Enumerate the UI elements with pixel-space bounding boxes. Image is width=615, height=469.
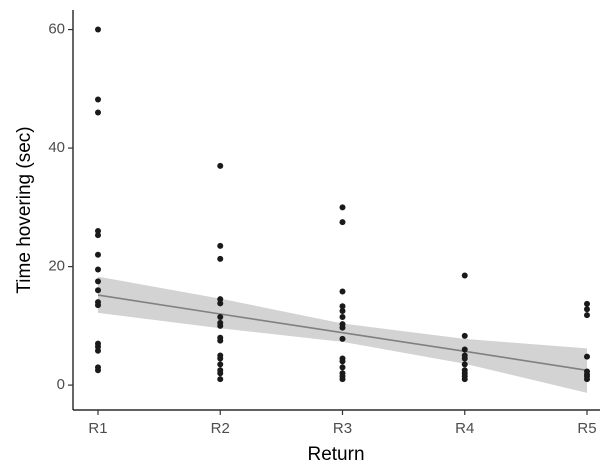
point: [95, 232, 101, 239]
x-tick-label: R3: [333, 420, 352, 437]
point: [95, 367, 101, 374]
point: [339, 364, 346, 371]
point: [217, 376, 224, 383]
y-tick-label: 40: [48, 139, 65, 156]
point: [217, 313, 224, 320]
point: [339, 313, 346, 320]
point: [95, 228, 101, 235]
point: [95, 96, 101, 103]
point: [217, 355, 224, 362]
point: [339, 376, 346, 383]
fit-line: [97, 294, 588, 372]
point: [217, 361, 224, 368]
point: [95, 251, 101, 258]
y-tick-label: 0: [57, 376, 65, 393]
point: [95, 343, 101, 350]
point: [339, 303, 346, 310]
x-tick-label: R5: [577, 420, 596, 437]
point: [217, 162, 224, 169]
y-axis-title: Time hovering (sec): [14, 126, 35, 293]
x-axis-title: Return: [307, 444, 364, 465]
point: [217, 296, 224, 303]
x-tick-label: R1: [88, 420, 107, 437]
point: [461, 346, 468, 353]
point: [95, 347, 101, 354]
point: [95, 266, 101, 273]
point: [217, 255, 224, 262]
point: [461, 361, 468, 368]
point: [95, 287, 101, 294]
point: [95, 109, 101, 116]
point: [217, 322, 224, 329]
point: [217, 337, 224, 344]
x-tick-label: R2: [211, 420, 230, 437]
point: [461, 376, 468, 383]
y-tick-label: 20: [48, 258, 65, 275]
point: [339, 358, 346, 365]
x-tick-label: R4: [455, 420, 474, 437]
y-tick-label: 60: [48, 21, 65, 38]
point: [461, 332, 468, 339]
point: [339, 308, 346, 315]
point: [584, 312, 590, 319]
point: [584, 306, 590, 313]
point: [339, 335, 346, 342]
point: [95, 26, 101, 33]
point: [461, 272, 468, 279]
point: [217, 370, 224, 377]
point: [584, 300, 590, 307]
point: [95, 302, 101, 309]
point: [339, 288, 346, 295]
point: [217, 300, 224, 307]
point: [584, 353, 590, 360]
point: [339, 324, 346, 331]
point: [339, 204, 346, 211]
point: [95, 278, 101, 285]
point: [461, 355, 468, 362]
point: [339, 219, 346, 226]
point: [217, 242, 224, 249]
point: [584, 376, 590, 383]
